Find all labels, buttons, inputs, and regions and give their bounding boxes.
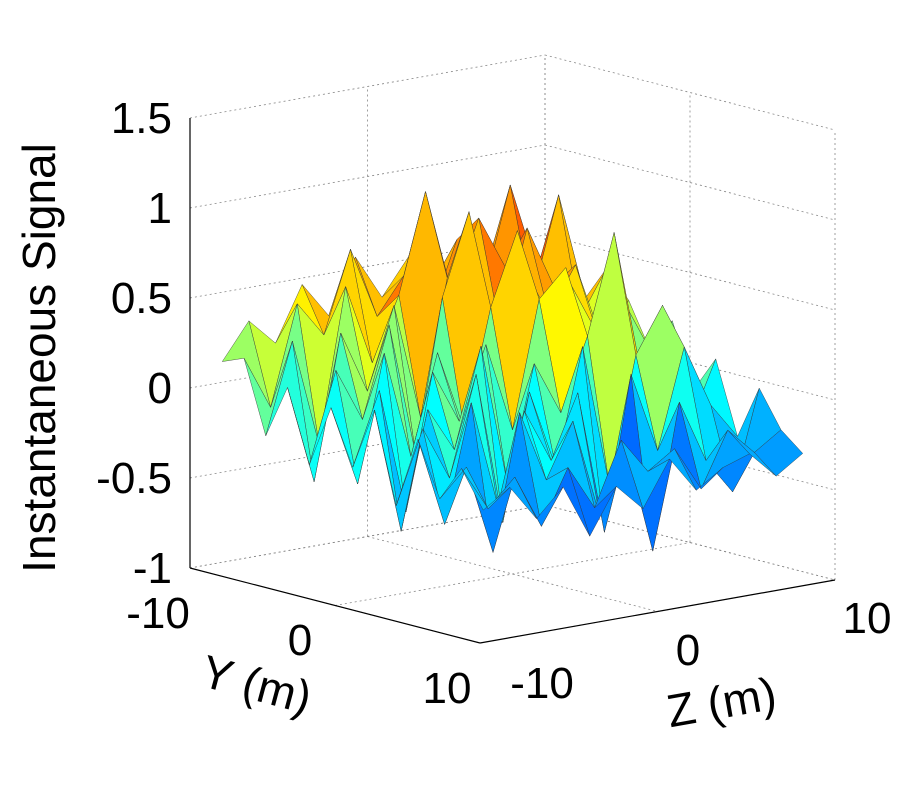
zaxis-tick-label: 0 [676,626,700,675]
surface [221,184,804,554]
z-tick-label: 0.5 [111,274,172,323]
z-tick-label: -1 [133,544,172,593]
z-axis-label: Z (m) [663,667,780,737]
z-tick-label: 0 [148,364,172,413]
grid-line [189,54,546,119]
z-axis-tick-labels: -10 0 10 [510,594,891,708]
zaxis-tick-label: -10 [510,659,574,708]
y-tick-label: 0 [288,616,312,665]
z-tick-labels: -1 -0.5 0 0.5 1 1.5 [96,94,172,593]
z-tick-label: 1 [148,184,172,233]
surface-patch [461,468,511,511]
axis-line [189,567,481,644]
axes-box [189,118,836,644]
z-tick-label: -0.5 [96,454,172,503]
y-tick-label: 10 [423,664,472,713]
signal-axis-label: Instantaneous Signal [13,143,65,573]
z-tick-label: 1.5 [111,94,172,143]
axis-line [479,579,836,644]
y-tick-label: -10 [126,589,190,638]
y-tick-labels: -10 0 10 [126,589,471,713]
zaxis-tick-label: 10 [843,594,892,643]
grid-line [334,542,691,606]
